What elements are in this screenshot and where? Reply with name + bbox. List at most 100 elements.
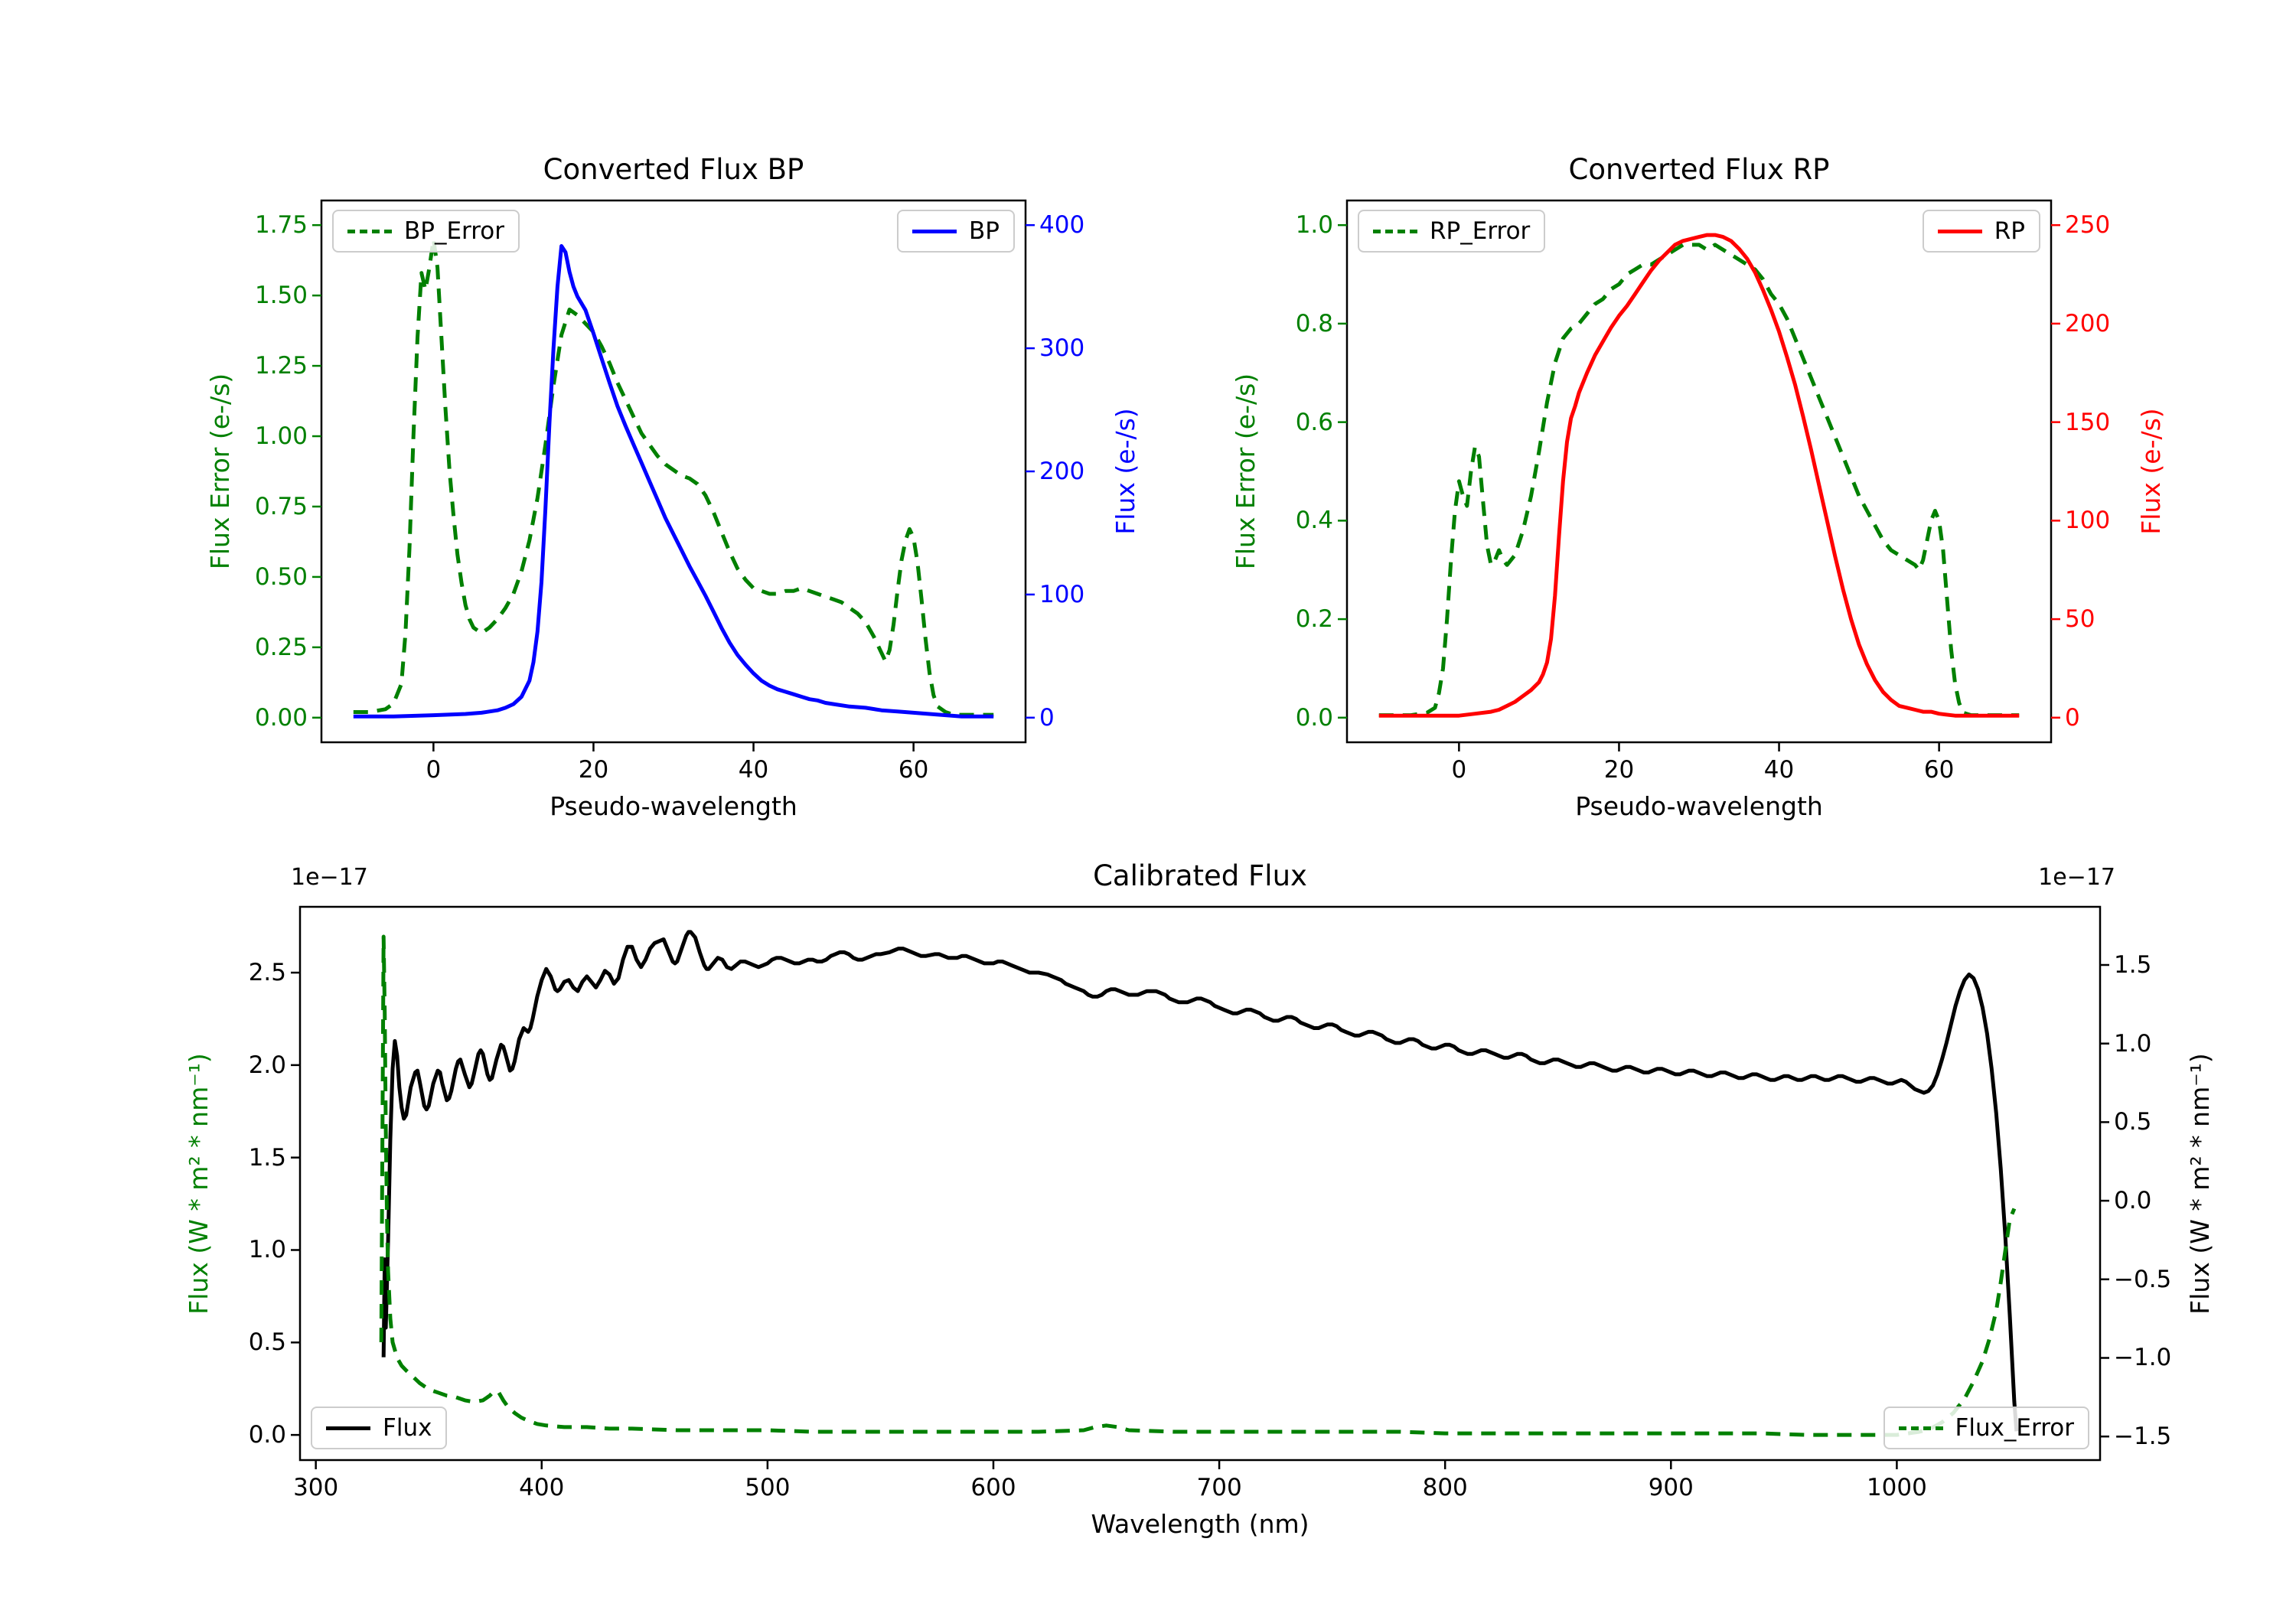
tick-label: 1.50	[254, 282, 308, 310]
tick-label: 50	[2065, 605, 2095, 634]
tick-label: 0.2	[1295, 605, 1333, 634]
chart-title-rp: Converted Flux RP	[1568, 153, 1830, 186]
left-y-axis-label-rp: Flux Error (e-/s)	[1231, 373, 1261, 570]
tick-label: 1000	[1866, 1474, 1927, 1501]
tick-label: 20	[578, 756, 609, 784]
chart-title-calibrated: Calibrated Flux	[1093, 859, 1307, 892]
legend-sample-line	[326, 1426, 370, 1430]
tick-label: −1.5	[2114, 1423, 2172, 1451]
subplot-calibrated-flux: Calibrated Flux Wavelength (nm) Flux (W …	[184, 859, 2215, 1539]
legend-label: Flux	[383, 1414, 432, 1442]
tick-label: 2.5	[248, 959, 286, 987]
tick-label: 40	[738, 756, 769, 784]
legend-BP_Error: BP_Error	[332, 210, 520, 253]
plot-canvas-calibrated	[291, 905, 2109, 1469]
tick-label: 150	[2065, 408, 2111, 436]
legend-sample-line	[1373, 229, 1417, 233]
tick-label: 600	[970, 1474, 1016, 1501]
legend-Flux_Error: Flux_Error	[1883, 1407, 2089, 1449]
legend-sample-line	[912, 229, 957, 233]
tick-label: 300	[293, 1474, 339, 1501]
tick-label: 0	[426, 756, 442, 784]
tick-label: 1.0	[248, 1236, 286, 1264]
tick-label: 0	[1039, 703, 1055, 732]
tick-label: −1.0	[2114, 1344, 2172, 1372]
tick-label: 100	[2065, 507, 2111, 535]
tick-label: 60	[898, 756, 929, 784]
tick-label: 0.4	[1295, 507, 1333, 535]
series-line-BP_Error	[353, 237, 994, 717]
plot-canvas-bp	[312, 199, 1035, 751]
tick-label: 100	[1039, 580, 1085, 608]
legend-Flux: Flux	[311, 1407, 448, 1449]
tick-label: 250	[2065, 211, 2111, 240]
tick-label: 0.50	[254, 562, 308, 591]
legend-label: RP_Error	[1430, 217, 1531, 245]
x-axis-label-rp: Pseudo-wavelength	[1575, 791, 1823, 821]
tick-label: 60	[1923, 756, 1955, 784]
tick-label: 2.0	[248, 1051, 286, 1079]
subplot-converted-flux-bp: Converted Flux BP Pseudo-wavelength Flux…	[205, 153, 1140, 821]
tick-label: 1.0	[1295, 211, 1333, 240]
tick-label: 0.5	[248, 1328, 286, 1357]
legend-label: BP_Error	[404, 217, 505, 245]
tick-label: 1.75	[254, 211, 308, 240]
tick-label: 40	[1763, 756, 1795, 784]
plot-canvas-rp	[1338, 199, 2060, 751]
tick-label: 1.25	[254, 352, 308, 380]
tick-label: 900	[1648, 1474, 1694, 1501]
legend-sample-line	[347, 229, 392, 233]
legend-RP: RP	[1922, 210, 2040, 253]
legend-label: RP	[1994, 217, 2025, 245]
tick-label: 200	[2065, 309, 2111, 337]
legend-RP_Error: RP_Error	[1358, 210, 1546, 253]
right-y-axis-label-bp: Flux (e-/s)	[1110, 408, 1140, 535]
series-line-BP	[353, 244, 994, 719]
tick-label: 0.8	[1295, 309, 1333, 337]
series-line-Flux	[381, 930, 2019, 1432]
tick-label: 1.5	[248, 1143, 286, 1172]
x-axis-label-calibrated: Wavelength (nm)	[1091, 1509, 1309, 1539]
legend-label: Flux_Error	[1955, 1414, 2075, 1442]
tick-label: 800	[1422, 1474, 1468, 1501]
legend-sample-line	[1937, 229, 1982, 233]
tick-label: 700	[1196, 1474, 1242, 1501]
right-offset-text-calibrated: 1e−17	[2038, 864, 2115, 891]
right-y-axis-label-calibrated: Flux (W * m² * nm⁻¹)	[2185, 1052, 2215, 1315]
axes-frame	[1345, 199, 2053, 744]
tick-label: 1.00	[254, 422, 308, 451]
tick-label: 0.0	[1295, 703, 1333, 732]
tick-label: 1.0	[2114, 1029, 2152, 1058]
subplot-converted-flux-rp: Converted Flux RP Pseudo-wavelength Flux…	[1231, 153, 2166, 821]
tick-label: 0.5	[2114, 1108, 2152, 1136]
left-y-axis-label-bp: Flux Error (e-/s)	[205, 373, 235, 570]
tick-label: 400	[1039, 211, 1085, 240]
legend-sample-line	[1898, 1426, 1943, 1430]
tick-label: 0	[1451, 756, 1467, 784]
tick-label: 0.25	[254, 633, 308, 661]
left-y-axis-label-calibrated: Flux (W * m² * nm⁻¹)	[184, 1052, 214, 1315]
tick-label: 0.00	[254, 703, 308, 732]
x-axis-label-bp: Pseudo-wavelength	[550, 791, 797, 821]
chart-title-bp: Converted Flux BP	[543, 153, 804, 186]
tick-label: 400	[519, 1474, 565, 1501]
series-line-Flux_Error	[379, 934, 2017, 1437]
tick-label: 0.0	[2114, 1187, 2152, 1215]
tick-label: 0.75	[254, 492, 308, 520]
series-line-RP	[1378, 233, 2020, 718]
tick-label: 0.0	[248, 1421, 286, 1449]
tick-label: −0.5	[2114, 1265, 2172, 1293]
series-line-RP_Error	[1378, 243, 2020, 718]
axes-frame	[298, 905, 2102, 1462]
legend-BP: BP	[897, 210, 1015, 253]
tick-label: 20	[1603, 756, 1635, 784]
tick-label: 1.5	[2114, 950, 2152, 979]
tick-label: 0	[2065, 703, 2080, 732]
tick-label: 300	[1039, 334, 1085, 363]
tick-label: 0.6	[1295, 408, 1333, 436]
legend-label: BP	[969, 217, 1000, 245]
left-offset-text-calibrated: 1e−17	[291, 864, 368, 891]
tick-label: 500	[745, 1474, 791, 1501]
right-y-axis-label-rp: Flux (e-/s)	[2136, 408, 2166, 535]
